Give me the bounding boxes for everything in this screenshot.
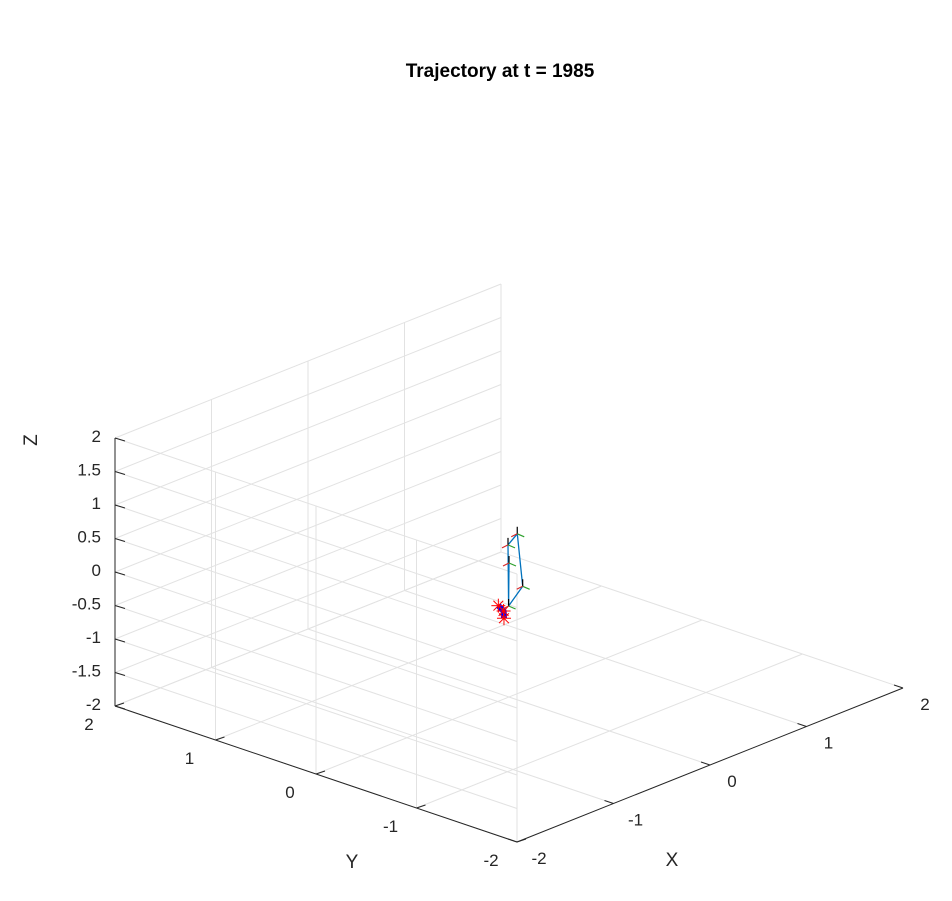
- frame-glyph-axis: [502, 562, 510, 567]
- z-axis-label: Z: [21, 434, 42, 446]
- x-tick-label: -1: [628, 811, 643, 830]
- y-tick-label: 2: [84, 715, 93, 734]
- grid-line: [114, 538, 518, 675]
- grid-line: [114, 417, 502, 573]
- y-tick-mark: [215, 736, 225, 741]
- z-tick-mark: [114, 705, 126, 710]
- grid-line: [114, 638, 518, 776]
- grid-line: [114, 451, 502, 606]
- x-tick-mark: [893, 684, 904, 689]
- y-tick-mark: [114, 702, 125, 707]
- grid-line: [114, 283, 502, 439]
- axes-layer: [114, 437, 904, 843]
- z-tick-label: -2: [86, 695, 101, 714]
- y-tick-mark: [416, 804, 426, 809]
- x-tick-label: 2: [920, 695, 929, 714]
- frame-glyph-axis: [516, 585, 523, 590]
- grid-line: [114, 317, 502, 472]
- grid-line: [114, 471, 518, 608]
- z-tick-label: -1: [86, 628, 101, 647]
- series-line: [507, 533, 524, 607]
- frame-glyph-axis: [510, 533, 518, 538]
- y-axis-label: Y: [346, 852, 359, 873]
- frame-glyph-axis: [522, 585, 530, 590]
- frame-glyph-axis: [517, 533, 525, 538]
- y-tick-label: 1: [185, 749, 194, 768]
- z-tick-mark: [114, 571, 126, 576]
- star-marker-stroke: [493, 600, 504, 611]
- x-tick-mark: [797, 723, 807, 727]
- frame-glyph-axis: [501, 544, 509, 549]
- grid-line: [114, 551, 502, 707]
- z-tick-mark: [114, 672, 126, 676]
- z-tick-mark: [114, 504, 126, 509]
- z-tick-label: 1.5: [77, 461, 101, 480]
- z-tick-label: -1.5: [72, 662, 101, 681]
- z-tick-label: 2: [92, 427, 101, 446]
- x-tick-label: 1: [824, 734, 833, 753]
- star-marker: [491, 598, 506, 613]
- grid-line: [215, 585, 602, 741]
- z-tick-mark: [114, 437, 126, 442]
- z-tick-label: 0: [92, 561, 101, 580]
- star-marker-stroke: [498, 605, 509, 617]
- grid-line: [114, 571, 518, 709]
- grid-line: [114, 504, 518, 642]
- grid-line: [114, 605, 518, 742]
- y-tick-mark: [315, 770, 326, 775]
- frame-glyph-axis: [507, 544, 516, 549]
- y-tick-mark: [516, 838, 527, 843]
- x-tick-label: -2: [531, 849, 546, 868]
- z-tick-mark: [114, 638, 126, 643]
- x-tick-mark: [700, 761, 711, 766]
- x-tick-mark: [604, 800, 614, 804]
- grid-line: [114, 518, 502, 673]
- frame-glyph: [501, 537, 516, 549]
- frame-glyph: [510, 526, 525, 538]
- frame-glyph-axis: [508, 605, 516, 610]
- chart-title: Trajectory at t = 1985: [406, 61, 595, 82]
- frame-glyph-axis: [508, 562, 517, 567]
- frame-glyph-axis: [502, 605, 509, 610]
- grid-line: [114, 437, 518, 575]
- z-tick-label: 0.5: [77, 528, 101, 547]
- z-tick-label: 1: [92, 494, 101, 513]
- grid-line: [114, 350, 502, 506]
- y-tick-label: -2: [483, 851, 498, 870]
- grid-line: [416, 653, 803, 809]
- x-tick-label: 0: [727, 772, 736, 791]
- frame-glyph: [502, 599, 516, 610]
- grid-line: [315, 619, 703, 775]
- grid-line: [114, 484, 502, 640]
- z-tick-mark: [114, 471, 126, 475]
- y-tick-label: 0: [285, 783, 294, 802]
- frame-glyph: [516, 579, 530, 590]
- frame-glyph: [502, 556, 517, 567]
- z-tick-label: -0.5: [72, 595, 101, 614]
- plot-area: [491, 526, 530, 626]
- x-axis-label: X: [666, 850, 679, 871]
- grid-line: [114, 384, 502, 539]
- grid-line: [114, 672, 518, 809]
- y-tick-label: -1: [383, 817, 398, 836]
- x-tick-mark: [507, 838, 518, 843]
- z-tick-mark: [114, 605, 126, 609]
- z-tick-mark: [114, 538, 126, 542]
